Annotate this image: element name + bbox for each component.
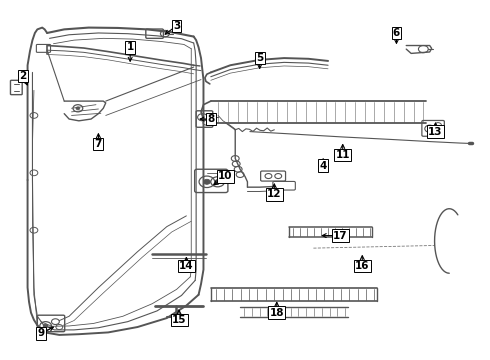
Circle shape — [76, 107, 80, 110]
Text: 18: 18 — [270, 308, 284, 318]
Text: 13: 13 — [428, 127, 443, 136]
Text: 2: 2 — [20, 71, 27, 81]
Circle shape — [43, 324, 48, 328]
Text: 3: 3 — [173, 21, 180, 31]
Text: 14: 14 — [179, 261, 194, 271]
Text: 15: 15 — [172, 315, 186, 325]
Text: 7: 7 — [95, 139, 102, 149]
Text: 8: 8 — [207, 114, 215, 124]
Text: 4: 4 — [319, 161, 327, 171]
Circle shape — [203, 179, 210, 184]
Text: 17: 17 — [333, 231, 347, 240]
Text: 16: 16 — [355, 261, 369, 271]
Text: 11: 11 — [336, 150, 350, 160]
Text: 6: 6 — [393, 28, 400, 38]
Text: 5: 5 — [256, 53, 263, 63]
Text: 1: 1 — [126, 42, 134, 52]
Text: 9: 9 — [38, 328, 45, 338]
Circle shape — [215, 180, 220, 184]
Text: 12: 12 — [267, 189, 282, 199]
Text: 10: 10 — [218, 171, 233, 181]
